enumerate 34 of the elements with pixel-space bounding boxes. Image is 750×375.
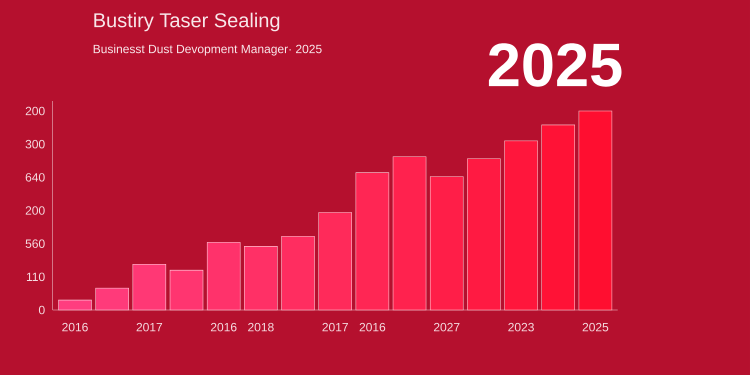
bar bbox=[504, 140, 538, 310]
x-tick-label: 2023 bbox=[508, 322, 534, 332]
x-tick-label: 2016 bbox=[62, 322, 88, 332]
bar bbox=[58, 300, 92, 310]
x-tick-label: 2017 bbox=[322, 322, 348, 332]
text: 2025 bbox=[488, 43, 622, 87]
bar bbox=[281, 236, 315, 310]
text: 560 bbox=[26, 239, 45, 248]
text: 200 bbox=[26, 206, 45, 215]
bar bbox=[467, 158, 501, 310]
bar bbox=[356, 172, 390, 310]
x-tick-label: 2016 bbox=[210, 322, 237, 332]
x-tick-label: 2017 bbox=[136, 322, 162, 332]
x-tick-label: 2016 bbox=[360, 322, 386, 332]
x-tick-label: 2027 bbox=[434, 322, 460, 332]
chart-title: Bustiry Taser Sealing bbox=[94, 12, 280, 32]
bar bbox=[95, 288, 129, 310]
bar bbox=[170, 270, 204, 310]
bar bbox=[132, 264, 166, 310]
bar bbox=[392, 156, 426, 310]
bar bbox=[578, 110, 612, 310]
text: 640 bbox=[26, 173, 45, 182]
text: 200 bbox=[26, 106, 45, 116]
bar bbox=[206, 242, 240, 310]
bar bbox=[541, 124, 575, 310]
bar bbox=[318, 212, 352, 310]
text: 110 bbox=[26, 272, 45, 282]
bar bbox=[430, 176, 464, 310]
x-tick-label: 2018 bbox=[248, 322, 274, 332]
x-tick-label: 2025 bbox=[582, 322, 608, 332]
text: 0 bbox=[38, 306, 45, 314]
bar bbox=[244, 246, 278, 310]
text: 300 bbox=[26, 140, 45, 148]
chart-subtitle: Businesst Dust Devopment Manager· 2025 bbox=[94, 44, 322, 56]
